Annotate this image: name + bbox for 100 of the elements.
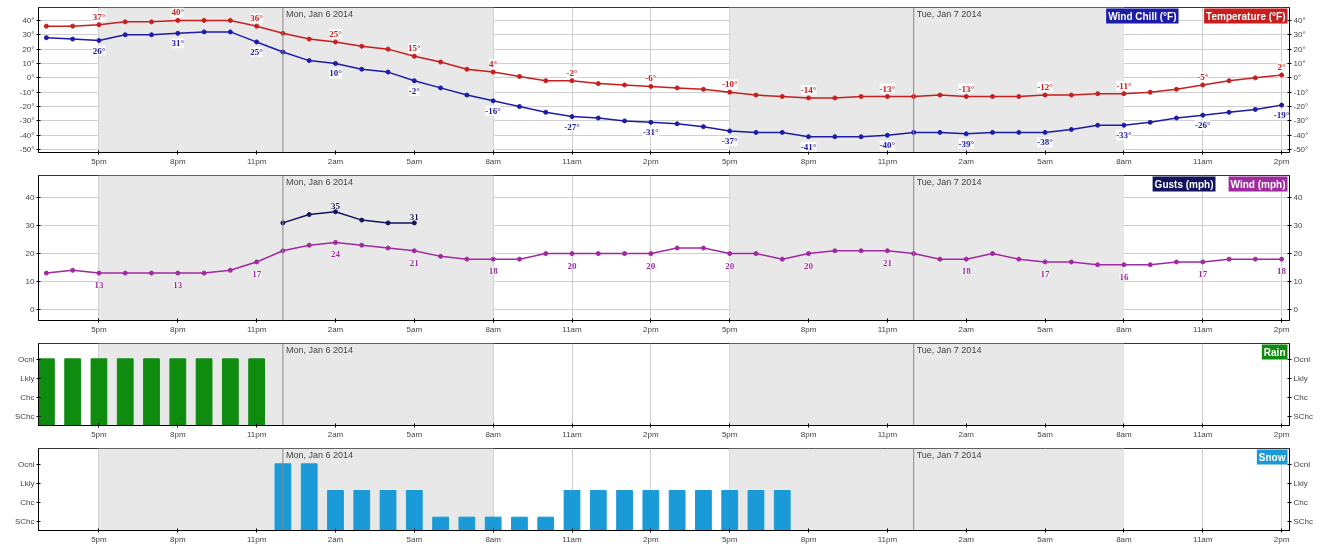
text: Chc	[20, 497, 35, 507]
x-tick-label: 5am	[1037, 429, 1054, 439]
y-tick-label: 0°	[26, 73, 35, 83]
y-tick-label: 40	[25, 193, 36, 203]
x-tick-label: 11pm	[246, 534, 267, 544]
text: Rain	[1263, 346, 1286, 358]
text: SChc	[14, 516, 35, 526]
y2-tick-label: -40°	[1293, 130, 1309, 140]
x-tick-label: 5am	[1037, 324, 1054, 334]
data-label: -5°	[1197, 72, 1209, 83]
x-tick-label: 5am	[1037, 156, 1054, 166]
data-label: 15°	[408, 43, 422, 54]
x-tick-label: 5pm	[91, 324, 108, 334]
data-label: -16°	[485, 105, 502, 116]
data-label: -26°	[1194, 120, 1211, 131]
data-label: 4°	[489, 59, 498, 70]
x-tick-label: 2am	[327, 156, 344, 166]
x-tick-label: 2am	[958, 534, 975, 544]
x-tick-label: 2am	[327, 429, 344, 439]
data-label: 31°	[171, 38, 185, 49]
data-label: 36°	[250, 13, 264, 24]
data-label: 17	[1198, 268, 1208, 279]
data-label: 21	[409, 257, 420, 268]
y2-tick-label: 10°	[1293, 58, 1306, 68]
x-tick-label: 11am	[1193, 429, 1213, 439]
y-tick-label: 40°	[22, 15, 35, 25]
x-tick-label: 11pm	[246, 324, 267, 334]
x-tick-label: 11am	[1193, 534, 1213, 544]
data-label: 20	[804, 260, 814, 271]
x-tick-label: 2am	[958, 429, 975, 439]
x-tick-label: 11am	[562, 534, 583, 544]
x-tick-label: 11am	[1193, 324, 1213, 334]
x-tick-label: 5pm	[721, 156, 738, 166]
data-label: -10°	[721, 79, 738, 90]
data-label: 35	[330, 200, 341, 211]
text: Temperature (°F)	[1206, 10, 1286, 22]
data-label: 17	[252, 268, 262, 279]
x-tick-label: 2am	[958, 324, 975, 334]
ref-line-label: Tue, Jan 7 2014	[916, 176, 982, 187]
y-tick-label: 30°	[22, 30, 35, 40]
text: Lkly	[20, 373, 35, 383]
x-tick-label: 11am	[562, 156, 583, 166]
x-tick-label: 11pm	[246, 429, 267, 439]
x-tick-label: 11pm	[246, 156, 267, 166]
y-tick-label: -40°	[19, 130, 35, 140]
data-label: 18	[1277, 266, 1287, 277]
x-tick-label: 8am	[485, 324, 502, 334]
ref-line-label: Mon, Jan 6 2014	[285, 449, 353, 460]
data-label: 20	[567, 260, 578, 271]
data-label: 20	[646, 260, 656, 271]
x-tick-label: 5am	[1037, 534, 1054, 544]
data-label: -12°	[1037, 82, 1054, 93]
data-label: -41°	[800, 141, 817, 152]
y2-tick-label: 30	[1293, 221, 1303, 231]
data-label: -27°	[564, 121, 581, 132]
y-tick-label: -50°	[19, 145, 35, 155]
text: Wind Chill (°F)	[1108, 10, 1177, 22]
text: Lkly	[1293, 478, 1308, 488]
ref-line-label: Mon, Jan 6 2014	[285, 344, 353, 355]
text: Lkly	[1293, 373, 1308, 383]
x-tick-label: 8am	[485, 534, 502, 544]
data-label: 31	[409, 211, 420, 222]
x-tick-label: 5am	[406, 156, 423, 166]
x-tick-label: 8pm	[170, 429, 186, 439]
x-tick-label: 11pm	[877, 156, 898, 166]
text: Chc	[1293, 497, 1308, 507]
text: Ocnl	[1293, 459, 1310, 469]
data-label: 21	[882, 257, 893, 268]
data-label: -6°	[645, 73, 657, 84]
text: Wind (mph)	[1230, 178, 1286, 190]
y-tick-label: 0	[30, 304, 36, 314]
ref-line-label: Tue, Jan 7 2014	[916, 449, 982, 460]
x-tick-label: 5pm	[721, 534, 738, 544]
data-label: 20	[725, 260, 735, 271]
data-label: -38°	[1037, 137, 1054, 148]
data-label: 13	[173, 280, 183, 291]
x-tick-label: 5pm	[91, 156, 108, 166]
text: SChc	[1293, 516, 1314, 526]
x-tick-label: 5pm	[91, 429, 108, 439]
x-tick-label: 5pm	[91, 534, 108, 544]
data-label: -31°	[643, 127, 660, 138]
x-tick-label: 2pm	[1273, 324, 1290, 334]
text: Gusts (mph)	[1154, 178, 1214, 190]
data-label: -13°	[958, 83, 975, 94]
y-tick-label: 10°	[22, 58, 35, 68]
data-label: -14°	[800, 84, 817, 95]
data-label: 18	[488, 266, 499, 277]
text: SChc	[14, 411, 35, 421]
data-label: 18	[961, 266, 972, 277]
x-tick-label: 2am	[958, 156, 975, 166]
y2-tick-label: 10	[1293, 276, 1303, 286]
y-tick-label: -10°	[19, 87, 35, 97]
y-tick-label: -20°	[19, 102, 35, 112]
ref-line-label: Mon, Jan 6 2014	[285, 8, 353, 19]
x-tick-label: 8am	[485, 156, 502, 166]
text: SChc	[1293, 411, 1314, 421]
y2-tick-label: 0	[1293, 304, 1299, 314]
x-tick-label: 5pm	[721, 429, 738, 439]
x-tick-label: 2pm	[1273, 534, 1290, 544]
x-tick-label: 8am	[1116, 534, 1133, 544]
